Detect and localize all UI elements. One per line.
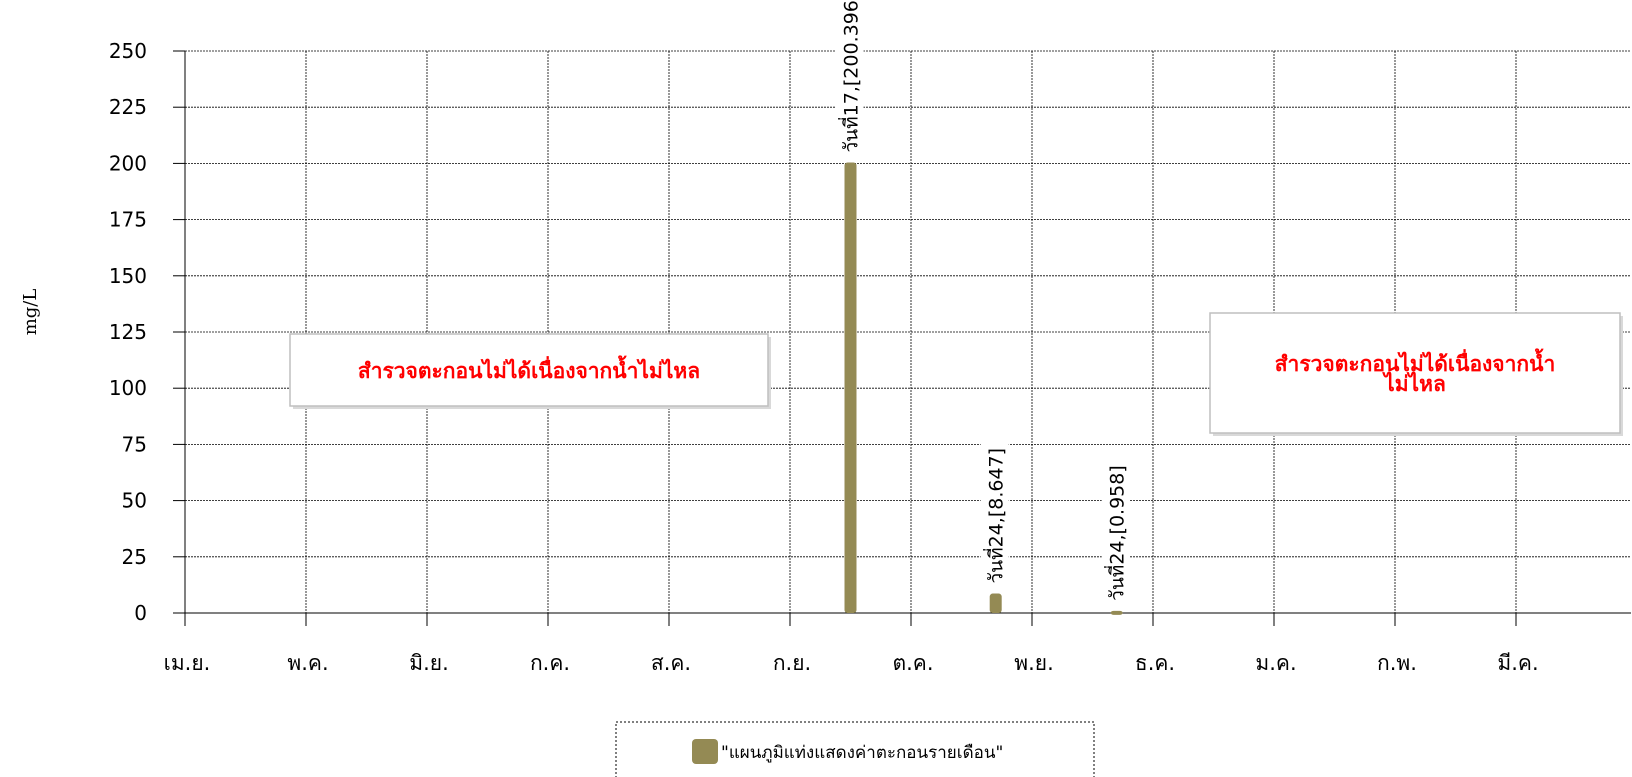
x-tick-labels: เม.ย. พ.ค. มิ.ย. ก.ค. ส.ค. ก.ย. ต.ค. พ.ย. ธ.ค. ม.…	[164, 651, 1539, 675]
y-tick-label: 125	[109, 320, 147, 344]
y-tick-labels: 0 25 50 75 100 125 150 175 200 225 250	[109, 39, 147, 625]
y-tick-label: 225	[109, 95, 147, 119]
x-tick-label: มี.ค.	[1497, 651, 1538, 675]
annotation-text: สำรวจตะกอนไม่ได้เนื่องจากน้ำ	[1275, 348, 1556, 376]
annotation-box	[1209, 312, 1621, 434]
annotation-text: ไม่ไหล	[1382, 371, 1446, 396]
x-tick-label: ก.พ.	[1377, 651, 1417, 675]
y-tick-label: 150	[109, 264, 147, 288]
bar	[989, 593, 1002, 613]
x-tick-label: ต.ค.	[892, 651, 933, 675]
y-tick-label: 75	[122, 432, 147, 456]
annotations: สำรวจตะกอนไม่ได้เนื่องจากน้ำไม่ไหล สำรวจต…	[289, 312, 1623, 436]
x-tick-label: ส.ค.	[651, 651, 691, 675]
y-tick-label: 250	[109, 39, 147, 63]
x-tick-label: พ.ย.	[1014, 651, 1054, 675]
bars: วันที่17,[200.396] วันที่24,[8.647] วันที่…	[835, 0, 1130, 615]
y-tick-label: 200	[109, 151, 147, 175]
x-tick-label: ธ.ค.	[1135, 651, 1175, 675]
axes	[173, 50, 1631, 626]
annotation-text: สำรวจตะกอนไม่ได้เนื่องจากน้ำไม่ไหล	[358, 355, 700, 383]
bar-label-background	[835, 0, 864, 157]
bar	[1110, 610, 1123, 615]
x-tick-label: มิ.ย.	[409, 651, 449, 675]
bar-label-group: วันที่17,[200.396]	[835, 0, 864, 157]
bar-label: วันที่24,[0.958]	[1104, 465, 1129, 601]
x-tick-label: ก.ค.	[530, 651, 570, 675]
y-tick-label: 25	[122, 545, 147, 569]
x-tick-label: ก.ย.	[773, 651, 811, 675]
y-tick-label: 0	[134, 601, 147, 625]
y-axis-label: mg/L	[20, 289, 41, 336]
bar-label-background	[1101, 461, 1130, 605]
x-tick-label: เม.ย.	[164, 651, 211, 675]
bar-label: วันที่24,[8.647]	[983, 448, 1008, 584]
bar-label: วันที่17,[200.396]	[838, 0, 863, 153]
bar-label-group: วันที่24,[8.647]	[980, 443, 1009, 588]
annotation-box	[289, 333, 769, 407]
bar	[844, 162, 857, 613]
legend-entry: "แผนภูมิแท่งแสดงค่าตะกอนรายเดือน"	[721, 743, 1003, 763]
legend-swatch	[692, 739, 718, 764]
bar-label-group: วันที่24,[0.958]	[1101, 461, 1130, 605]
y-tick-label: 100	[109, 376, 147, 400]
x-tick-label: ม.ค.	[1255, 651, 1296, 675]
y-tick-label: 50	[122, 489, 147, 513]
legend: "แผนภูมิแท่งแสดงค่าตะกอนรายเดือน"	[615, 721, 1095, 777]
x-tick-label: พ.ค.	[287, 651, 328, 675]
y-tick-label: 175	[109, 208, 147, 232]
bar-label-background	[980, 443, 1009, 588]
